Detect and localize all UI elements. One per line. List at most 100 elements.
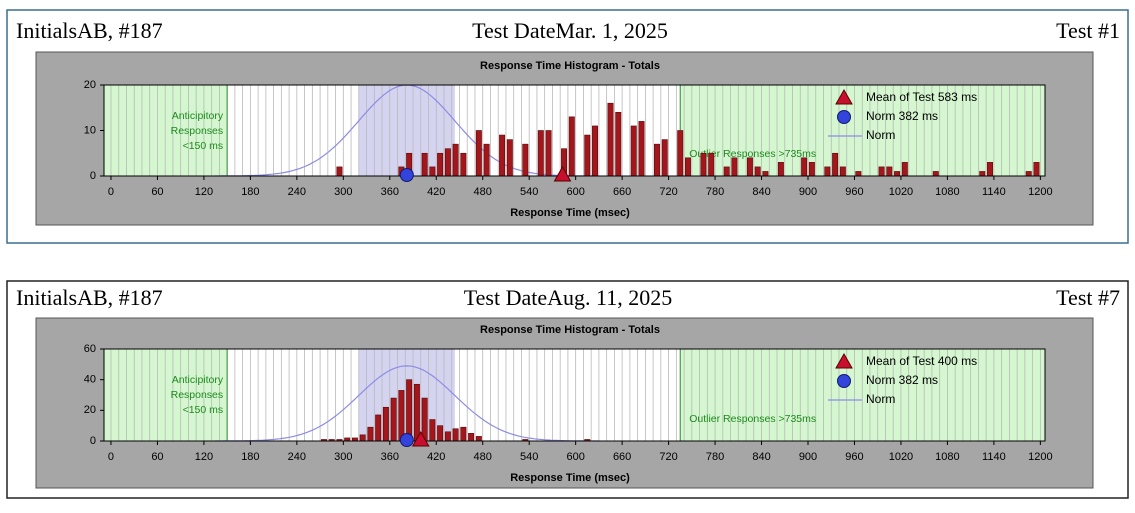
x-tick-label: 240 [288,186,306,198]
bar [437,152,444,177]
x-tick-label: 600 [566,451,584,463]
bar [638,121,645,177]
anticipatory-label: Anticipitory [172,374,224,386]
bar [592,125,598,177]
x-tick-label: 480 [474,186,492,198]
x-tick-label: 420 [427,186,445,198]
x-tick-label: 120 [195,451,213,463]
bar [475,436,482,442]
bar [878,166,885,177]
bar [808,162,815,177]
anticipatory-label: Responses [171,389,224,401]
y-tick-label: 20 [84,79,96,91]
legend-symbol [835,352,853,369]
anticipatory-label: Responses [171,125,224,137]
bar [1025,171,1032,177]
x-tick-label: 420 [427,451,445,463]
legend-symbol [835,88,853,105]
legend-symbol [837,374,851,388]
x-axis-label: Response Time (msec) [510,207,630,219]
x-tick-label: 600 [566,186,584,198]
bar [382,406,389,442]
bar [1033,162,1040,177]
bar [568,116,575,177]
y-tick-label: 40 [84,374,96,386]
x-tick-label: 0 [108,451,114,463]
x-tick-label: 780 [706,451,724,463]
bar [684,157,691,177]
x-tick-label: 1080 [935,451,959,463]
test-date: Test DateAug. 11, 2025 [464,285,672,310]
outlier-label: Outlier Responses >735ms [689,148,816,160]
y-tick-label: 20 [84,404,96,416]
x-tick-label: 180 [241,451,259,463]
x-tick-label: 1200 [1028,186,1052,198]
bar [731,157,738,177]
bar [832,152,839,177]
x-tick-label: 720 [659,186,677,198]
bar [987,162,993,177]
x-tick-label: 840 [752,186,770,198]
initials: InitialsAB, #187 [16,18,163,43]
marker-circle [399,168,414,182]
x-tick-label: 180 [241,186,259,198]
x-tick-label: 360 [381,451,399,463]
x-tick-label: 540 [520,186,538,198]
bar [824,166,831,177]
bar [413,383,420,442]
y-tick-label: 10 [84,124,96,136]
x-tick-label: 1020 [889,451,913,463]
x-tick-label: 300 [334,186,352,198]
bar [460,152,467,177]
x-tick-label: 960 [845,451,863,463]
chart-title: Response Time Histogram - Totals [480,324,660,336]
chart-title: Response Time Histogram - Totals [480,60,660,72]
x-tick-label: 240 [288,451,306,463]
legend-symbol [837,110,851,124]
x-tick-label: 1140 [982,451,1006,463]
bar [886,166,893,177]
bar [537,130,544,177]
x-tick-label: 720 [659,451,677,463]
x-tick-label: 660 [613,451,631,463]
bar [460,426,467,442]
bar [979,171,986,177]
x-tick-label: 660 [613,186,631,198]
marker-circle [399,433,414,447]
bar [708,152,715,177]
bar [801,157,808,177]
legend-label: Norm 382 ms [866,373,938,387]
y-tick-label: 0 [90,170,96,182]
bar [359,434,366,442]
bar [894,171,901,177]
x-tick-label: 0 [108,186,114,198]
bar [437,425,444,442]
test-number: Test #1 [1056,18,1120,43]
bar [506,139,513,177]
anticipatory-label: <150 ms [183,140,224,152]
bar [700,152,707,177]
bar [607,102,614,177]
bar [855,171,862,177]
x-tick-label: 1080 [935,186,959,198]
norm-curve [214,365,599,442]
x-tick-label: 840 [752,451,770,463]
bar [468,433,475,442]
bar [762,171,769,177]
bar [452,143,459,177]
bar [777,162,784,177]
x-tick-label: 120 [195,186,213,198]
x-tick-label: 960 [845,186,863,198]
bar [367,426,374,442]
anticipatory-label: Anticipitory [172,110,224,122]
bar [545,130,552,177]
bar [839,166,846,177]
bar [390,397,397,442]
bar [483,143,490,177]
x-tick-label: 360 [381,186,399,198]
legend-label: Mean of Test 583 ms [866,90,977,104]
bar [475,130,482,177]
x-tick-label: 480 [474,451,492,463]
x-axis-label: Response Time (msec) [510,472,630,484]
anticipatory-label: <150 ms [183,404,224,416]
